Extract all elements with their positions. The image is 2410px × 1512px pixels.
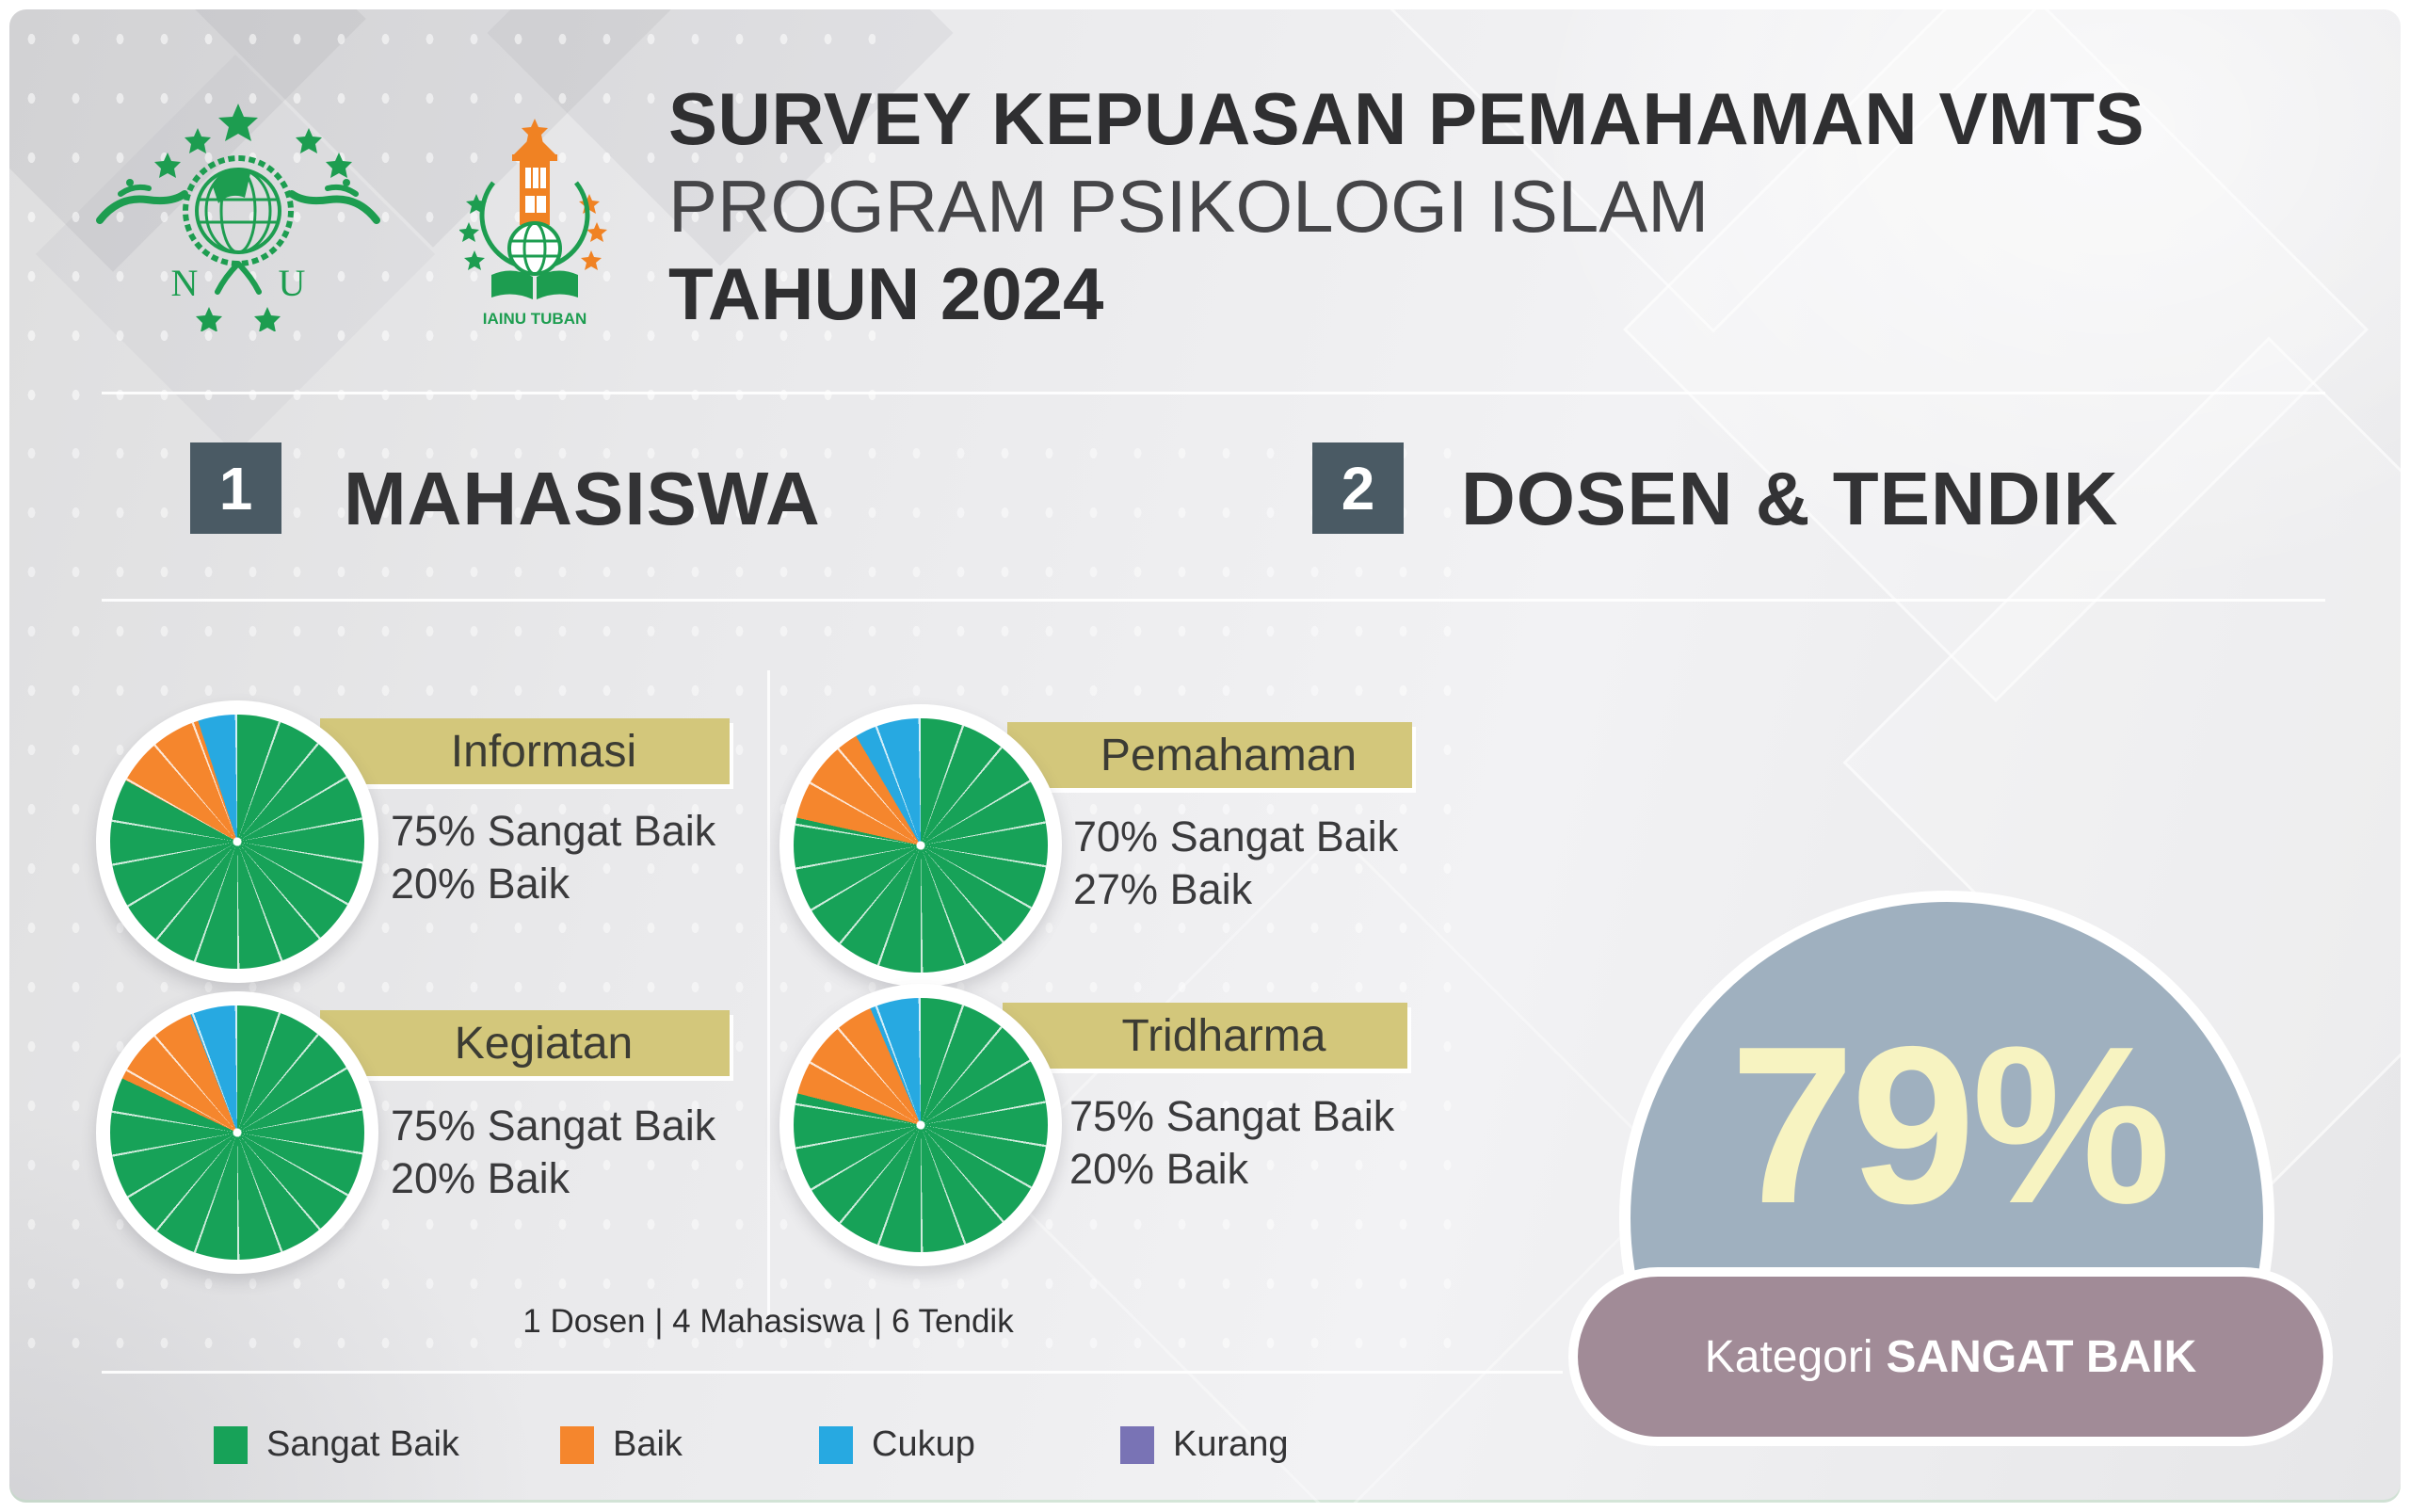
- nu-letter-u: U: [279, 262, 306, 304]
- stat-line: 75% Sangat Baik: [391, 807, 716, 855]
- stats-informasi: 75% Sangat Baik 20% Baik: [391, 805, 715, 910]
- page-title: SURVEY KEPUASAN PEMAHAMAN VMTS PROGRAM P…: [668, 75, 2145, 338]
- category-prefix: Kategori: [1704, 1331, 1873, 1382]
- title-line-2: PROGRAM PSIKOLOGI ISLAM: [668, 165, 1710, 248]
- legend-label: Cukup: [872, 1424, 975, 1464]
- stat-line: 27% Baik: [1073, 865, 1253, 913]
- category-badge: Kategori SANGAT BAIK: [1568, 1267, 2333, 1446]
- divider: [102, 392, 2325, 394]
- pie-chart-kegiatan: [96, 991, 378, 1274]
- legend-swatch-cukup: [819, 1425, 853, 1464]
- legend-item-cukup: Cukup: [819, 1424, 975, 1465]
- rope-ring: [183, 155, 294, 266]
- title-line-1: SURVEY KEPUASAN PEMAHAMAN VMTS: [668, 77, 2145, 160]
- book-left: [491, 270, 533, 299]
- nu-letter-n: N: [171, 262, 199, 304]
- stat-line: 70% Sangat Baik: [1073, 812, 1399, 861]
- pie-chart-tridharma: [779, 984, 1062, 1266]
- iainu-caption: IAINU TUBAN: [483, 310, 587, 328]
- divider: [102, 1371, 1563, 1374]
- stats-pemahaman: 70% Sangat Baik 27% Baik: [1073, 811, 1398, 916]
- category-value: SANGAT BAIK: [1886, 1331, 2197, 1382]
- legend-label: Kurang: [1173, 1424, 1289, 1464]
- pie-kegiatan-slices: [110, 1005, 364, 1260]
- stats-tridharma: 75% Sangat Baik 20% Baik: [1069, 1090, 1394, 1196]
- section-label-dosen-tendik: DOSEN & TENDIK: [1461, 457, 2119, 540]
- section-number-1: 1: [190, 442, 281, 534]
- book-right: [537, 270, 578, 299]
- star-icon: [218, 104, 258, 141]
- legend-item-sangat-baik: Sangat Baik: [214, 1424, 459, 1465]
- pie-title-informasi: Informasi: [320, 718, 730, 784]
- legend-swatch-kurang: [1120, 1425, 1154, 1464]
- pie-tridharma-slices: [794, 998, 1048, 1252]
- nu-logo: N U: [96, 104, 380, 331]
- legend-label: Sangat Baik: [266, 1424, 459, 1464]
- legend-item-baik: Baik: [560, 1424, 683, 1465]
- pie-chart-informasi: [96, 700, 378, 983]
- pie-chart-pemahaman: [779, 704, 1062, 987]
- iainu-tuban-logo: IAINU TUBAN: [459, 119, 607, 328]
- column-divider: [767, 670, 770, 1326]
- stat-line: 20% Baik: [1069, 1145, 1249, 1193]
- stats-kegiatan: 75% Sangat Baik 20% Baik: [391, 1100, 715, 1205]
- legend-label: Baik: [613, 1424, 683, 1464]
- globe-land: [213, 170, 250, 203]
- legend-swatch-sangat-baik: [214, 1425, 248, 1464]
- stat-line: 75% Sangat Baik: [391, 1102, 716, 1150]
- pie-pemahaman-slices: [794, 718, 1048, 973]
- title-line-3: TAHUN 2024: [668, 252, 1104, 335]
- pie-title-pemahaman: Pemahaman: [1007, 722, 1412, 788]
- section-number-2: 2: [1312, 442, 1404, 534]
- pie-title-tridharma: Tridharma: [1003, 1003, 1407, 1069]
- section-label-mahasiswa: MAHASISWA: [344, 457, 821, 540]
- respondents-note: 1 Dosen | 4 Mahasiswa | 6 Tendik: [522, 1303, 1014, 1340]
- star-icon: [522, 119, 548, 144]
- stat-line: 20% Baik: [391, 860, 570, 908]
- stat-line: 20% Baik: [391, 1154, 570, 1202]
- legend-swatch-baik: [560, 1425, 594, 1464]
- legend-item-kurang: Kurang: [1120, 1424, 1289, 1465]
- divider: [102, 599, 2325, 602]
- tassels: [215, 261, 262, 295]
- pie-informasi-slices: [110, 715, 364, 969]
- score-value: 79%: [1729, 1000, 2171, 1250]
- calligraphy-swash: [96, 190, 380, 224]
- stat-line: 75% Sangat Baik: [1069, 1092, 1395, 1140]
- pie-title-kegiatan: Kegiatan: [320, 1010, 730, 1076]
